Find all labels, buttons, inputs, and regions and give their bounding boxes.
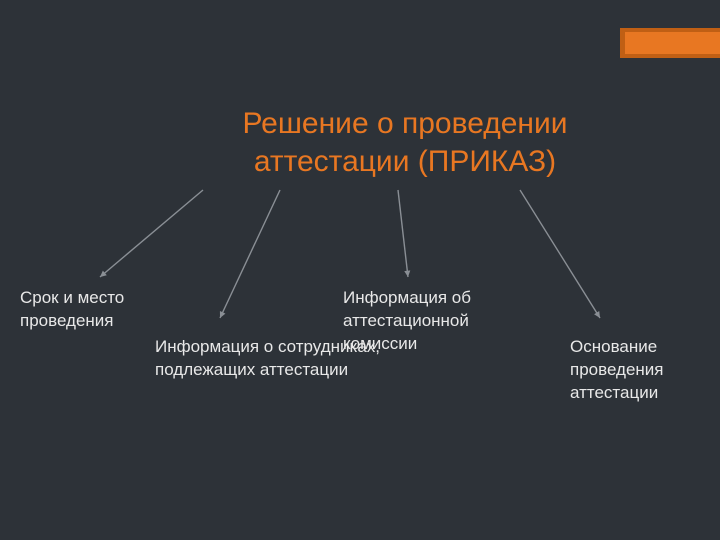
title-line-2: аттестации (ПРИКАЗ) [254, 145, 556, 178]
node-osnovanie: Основание проведения аттестации [570, 336, 710, 405]
accent-bar-inner [625, 32, 720, 54]
slide-title: Решение о проведении аттестации (ПРИКАЗ) [155, 105, 655, 180]
node-srok-mesto: Срок и место проведения [20, 287, 170, 333]
title-line-1: Решение о проведении [242, 107, 567, 140]
node-komissiya: Информация об аттестационной комиссии [343, 287, 543, 356]
arrows-layer [0, 0, 720, 540]
slide: Решение о проведении аттестации (ПРИКАЗ)… [0, 0, 720, 540]
